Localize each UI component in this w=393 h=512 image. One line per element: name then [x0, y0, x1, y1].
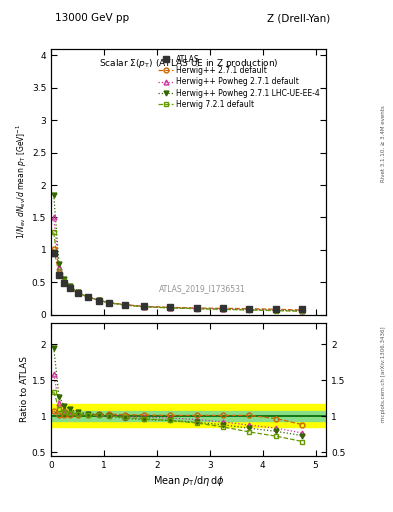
Text: mcplots.cern.ch [arXiv:1306.3436]: mcplots.cern.ch [arXiv:1306.3436] [381, 326, 386, 421]
Legend: ATLAS, Herwig++ 2.7.1 default, Herwig++ Powheg 2.7.1 default, Herwig++ Powheg 2.: ATLAS, Herwig++ 2.7.1 default, Herwig++ … [156, 52, 322, 111]
Y-axis label: $1/N_\mathrm{ev}$ $dN_\mathrm{ev}/d$ mean $p_\mathrm{T}$ [GeV]$^{-1}$: $1/N_\mathrm{ev}$ $dN_\mathrm{ev}/d$ mea… [15, 124, 29, 240]
Text: Rivet 3.1.10, ≥ 3.4M events: Rivet 3.1.10, ≥ 3.4M events [381, 105, 386, 182]
Bar [51, 404, 326, 427]
Bar [51, 411, 326, 421]
Text: Scalar $\Sigma(p_\mathrm{T})$ (ATLAS UE in Z production): Scalar $\Sigma(p_\mathrm{T})$ (ATLAS UE … [99, 57, 278, 70]
Text: ATLAS_2019_I1736531: ATLAS_2019_I1736531 [159, 284, 246, 293]
Y-axis label: Ratio to ATLAS: Ratio to ATLAS [20, 356, 29, 422]
Text: Z (Drell-Yan): Z (Drell-Yan) [267, 13, 330, 23]
Text: 13000 GeV pp: 13000 GeV pp [55, 13, 129, 23]
X-axis label: Mean $p_\mathrm{T}/\mathrm{d}\eta\,\mathrm{d}\phi$: Mean $p_\mathrm{T}/\mathrm{d}\eta\,\math… [153, 474, 224, 488]
